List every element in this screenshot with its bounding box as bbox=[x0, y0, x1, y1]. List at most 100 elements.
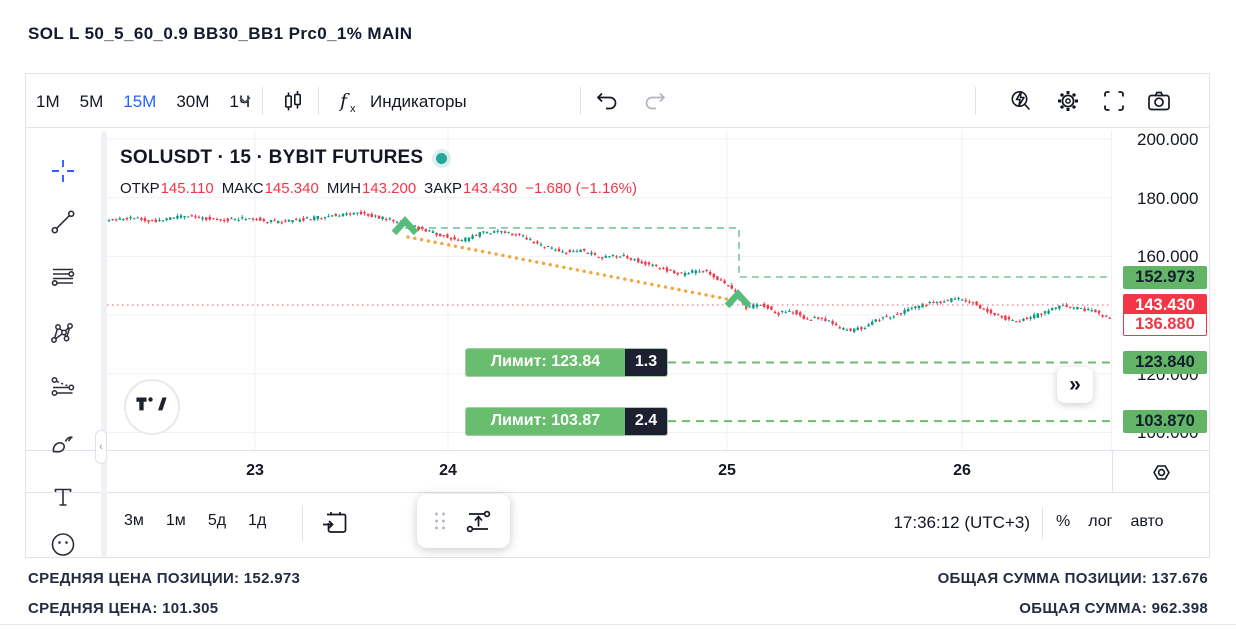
tradingview-logo[interactable] bbox=[124, 379, 180, 435]
svg-text:f: f bbox=[338, 90, 350, 112]
time-tick-23: 23 bbox=[246, 462, 264, 479]
redo-icon bbox=[642, 90, 668, 114]
timeframe-1М[interactable]: 1М bbox=[36, 92, 60, 111]
sidebar-scrollbar[interactable] bbox=[101, 131, 107, 557]
ohlc-МАКС: МАКС 145.340 bbox=[221, 180, 319, 197]
scroll-right-button[interactable]: » bbox=[1057, 367, 1093, 403]
page-bottom-divider bbox=[0, 624, 1236, 625]
trend-line-tool-button[interactable] bbox=[49, 208, 77, 236]
range-5д[interactable]: 5д bbox=[207, 512, 227, 529]
gear-icon bbox=[1055, 88, 1081, 114]
ohlc-legend: ОТКР 145.110 МАКС 145.340 МИН 143.200 ЗАКР 143.… bbox=[120, 180, 637, 197]
time-axis-separator bbox=[25, 450, 1210, 451]
timeframe-1Ч[interactable]: 1Ч bbox=[229, 92, 251, 111]
scale-button-авто[interactable]: авто bbox=[1130, 513, 1164, 530]
price-badge-123.840: 123.840 bbox=[1123, 350, 1207, 374]
status-left: СРЕДНЯЯ ЦЕНА ПОЗИЦИИ: 152.973 bbox=[28, 570, 301, 587]
trend-line-icon bbox=[49, 208, 77, 236]
limit-order-label-1[interactable]: Лимит: 123.84 1.3 bbox=[466, 348, 667, 376]
scale-button-лог[interactable]: лог bbox=[1088, 513, 1113, 530]
horizontal-lines-icon bbox=[49, 263, 77, 291]
brush-tool-button[interactable] bbox=[49, 429, 77, 457]
price-range-tool-icon bbox=[463, 506, 493, 536]
emoji-icon bbox=[49, 531, 77, 559]
position-status-left: СРЕДНЯЯ ЦЕНА ПОЗИЦИИ: 152.973 СРЕДНЯЯ ЦЕН… bbox=[28, 570, 300, 617]
timeframe-30М[interactable]: 30М bbox=[176, 92, 210, 111]
range-1д[interactable]: 1д bbox=[248, 512, 267, 529]
price-badge-136.880: 136.880 bbox=[1123, 312, 1207, 336]
quick-search-button[interactable] bbox=[1008, 88, 1034, 114]
buy-marker-1[interactable] bbox=[391, 216, 419, 236]
date-range-group: 3м 1м 5д 1д bbox=[124, 512, 266, 530]
ohlc-ЗАКР: ЗАКР 143.430 bbox=[424, 180, 518, 197]
price-axis-border bbox=[1112, 450, 1113, 492]
toolbar-separator bbox=[25, 127, 1210, 128]
scale-settings-button[interactable] bbox=[1149, 461, 1174, 485]
drag-handle[interactable] bbox=[434, 511, 446, 531]
widget-border-bottom bbox=[25, 557, 1210, 558]
buy-marker-2[interactable] bbox=[724, 289, 752, 309]
brush-icon bbox=[49, 429, 77, 457]
fullscreen-button[interactable] bbox=[1101, 88, 1127, 114]
timeframe-15М[interactable]: 15М bbox=[123, 92, 157, 111]
calendar-goto-icon bbox=[320, 508, 350, 538]
horizontal-lines-tool-button[interactable] bbox=[49, 263, 77, 291]
indicators-button[interactable]: f x Индикаторы bbox=[336, 88, 467, 115]
limit-order-qty: 1.3 bbox=[625, 348, 667, 376]
chart-canvas[interactable] bbox=[100, 130, 1112, 450]
change-value: −1.680 (−1.16%) bbox=[525, 180, 637, 197]
time-tick-25: 25 bbox=[718, 462, 736, 479]
crosshair-tool-button[interactable] bbox=[49, 157, 77, 185]
price-range-tool-button[interactable] bbox=[463, 506, 493, 536]
widget-border-right bbox=[1209, 73, 1210, 557]
ohlc-МИН: МИН 143.200 bbox=[326, 180, 417, 197]
text-icon bbox=[49, 483, 77, 511]
timeframe-group: 1М 5М 15М 30М 1Ч bbox=[36, 87, 250, 117]
range-1м[interactable]: 1м bbox=[165, 512, 186, 529]
price-tick-200.000: 200.000 bbox=[1137, 130, 1199, 150]
timeframe-menu-button[interactable] bbox=[238, 95, 252, 105]
limit-order-label-2[interactable]: Лимит: 103.87 2.4 bbox=[466, 407, 667, 435]
bottom-toolbar-separator bbox=[25, 492, 1210, 493]
redo-button[interactable] bbox=[642, 90, 668, 114]
undo-button[interactable] bbox=[594, 90, 620, 114]
chevron-down-icon bbox=[238, 95, 252, 105]
timeframe-5М[interactable]: 5М bbox=[79, 92, 104, 111]
limit-order-qty: 2.4 bbox=[625, 407, 667, 435]
scale-button-%[interactable]: % bbox=[1056, 513, 1071, 530]
snapshot-button[interactable] bbox=[1146, 88, 1172, 114]
xabcd-pattern-tool-button[interactable] bbox=[49, 319, 77, 347]
sidebar-collapse-handle[interactable]: ‹ bbox=[95, 430, 107, 464]
avg-position-price-line[interactable] bbox=[405, 227, 1112, 278]
price-badge-103.870: 103.870 bbox=[1123, 409, 1207, 433]
price-tick-180.000: 180.000 bbox=[1137, 188, 1199, 208]
status-right: ОБЩАЯ СУММА ПОЗИЦИИ: 137.676 bbox=[937, 570, 1208, 587]
fx-icon: f x bbox=[336, 88, 362, 115]
fullscreen-icon bbox=[1101, 88, 1127, 114]
candlestick-series bbox=[107, 209, 1111, 334]
text-tool-button[interactable] bbox=[49, 483, 77, 511]
goto-date-button[interactable] bbox=[320, 508, 350, 538]
widget-border-top bbox=[25, 73, 1210, 74]
scale-buttons: % лог авто bbox=[1056, 513, 1164, 531]
symbol-title: SOLUSDT · 15 · BYBIT FUTURES bbox=[120, 147, 424, 168]
hexagon-settings-icon bbox=[1149, 461, 1174, 485]
emoji-tool-button[interactable] bbox=[49, 531, 77, 559]
page-title: SOL L 50_5_60_0.9 BB30_BB1 Prc0_1% MAIN bbox=[28, 24, 413, 43]
crosshair-icon bbox=[49, 157, 77, 185]
xabcd-pattern-icon bbox=[49, 319, 77, 347]
price-badge-152.973: 152.973 bbox=[1123, 265, 1207, 289]
clock[interactable]: 17:36:12 (UTC+3) bbox=[893, 513, 1030, 532]
candles-icon bbox=[280, 88, 307, 115]
range-3м[interactable]: 3м bbox=[124, 512, 144, 529]
settings-button[interactable] bbox=[1055, 88, 1081, 114]
projection-tool-button[interactable] bbox=[49, 374, 77, 402]
status-right: ОБЩАЯ СУММА: 962.398 bbox=[1019, 600, 1208, 617]
indicators-label: Индикаторы bbox=[370, 91, 467, 111]
widget-border-left bbox=[25, 73, 26, 557]
grid-lines bbox=[107, 130, 1112, 450]
chart-type-button[interactable] bbox=[280, 88, 307, 115]
trend-dotted-line[interactable] bbox=[406, 235, 736, 303]
floating-tool-palette bbox=[417, 494, 510, 548]
